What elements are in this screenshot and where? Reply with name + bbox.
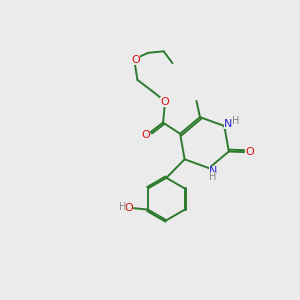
Text: H: H bbox=[119, 202, 126, 212]
Text: N: N bbox=[208, 166, 217, 176]
Text: H: H bbox=[232, 116, 239, 126]
Text: H: H bbox=[209, 172, 217, 182]
Text: O: O bbox=[141, 130, 150, 140]
Text: O: O bbox=[245, 147, 254, 157]
Text: O: O bbox=[131, 55, 140, 65]
Text: N: N bbox=[224, 119, 232, 129]
Text: O: O bbox=[160, 97, 169, 107]
Text: O: O bbox=[124, 202, 133, 213]
